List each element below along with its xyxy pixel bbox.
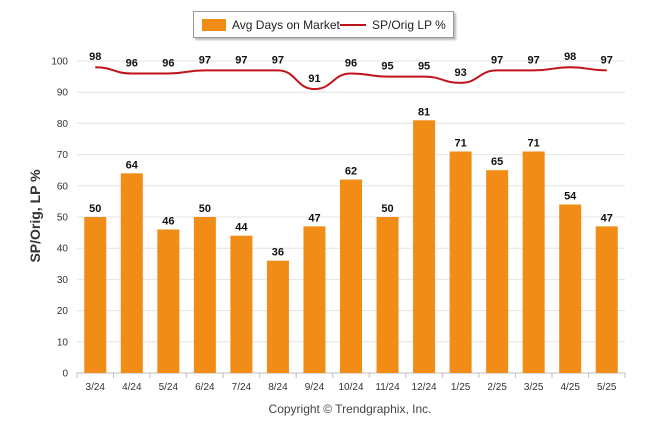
bar bbox=[120, 173, 143, 373]
line-data-label: 95 bbox=[418, 61, 430, 73]
bar bbox=[84, 217, 107, 373]
bar-data-label: 47 bbox=[308, 212, 320, 224]
y-tick-label: 10 bbox=[57, 337, 69, 348]
bar-data-label: 47 bbox=[601, 212, 613, 224]
x-tick-label: 4/25 bbox=[560, 382, 580, 393]
bar bbox=[230, 235, 253, 373]
x-tick-label: 6/24 bbox=[195, 382, 215, 393]
bar bbox=[303, 226, 326, 373]
line-data-label: 97 bbox=[199, 54, 211, 66]
bar-data-label: 64 bbox=[126, 159, 139, 171]
line-data-label: 96 bbox=[345, 57, 357, 69]
y-tick-label: 100 bbox=[51, 57, 68, 68]
legend: Avg Days on Market SP/Orig LP % bbox=[193, 11, 454, 38]
legend-item-sp-orig-lp[interactable]: SP/Orig LP % bbox=[340, 12, 446, 37]
legend-item-days-on-market[interactable]: Avg Days on Market bbox=[202, 12, 340, 37]
bar-data-label: 65 bbox=[491, 156, 503, 168]
bar-data-label: 54 bbox=[564, 191, 577, 203]
series-line-sp-orig-lp bbox=[95, 66, 607, 91]
y-tick-label: 70 bbox=[57, 150, 69, 161]
bar bbox=[595, 226, 618, 373]
bar bbox=[193, 217, 216, 373]
line-data-label: 93 bbox=[454, 67, 466, 79]
line-data-label: 96 bbox=[162, 57, 174, 69]
y-tick-label: 0 bbox=[62, 369, 68, 380]
y-tick-label: 50 bbox=[57, 213, 69, 224]
bar-data-label: 81 bbox=[418, 106, 430, 118]
bar-data-label: 50 bbox=[89, 203, 101, 215]
line-data-label: 97 bbox=[491, 54, 503, 66]
legend-swatch-line bbox=[340, 23, 366, 26]
bar-data-label: 71 bbox=[454, 137, 466, 149]
x-tick-label: 4/24 bbox=[122, 382, 142, 393]
y-tick-label: 40 bbox=[57, 244, 69, 255]
bar bbox=[340, 179, 362, 373]
x-tick-label: 5/25 bbox=[597, 382, 617, 393]
bar bbox=[449, 151, 472, 373]
bar bbox=[266, 260, 289, 373]
line-data-label: 96 bbox=[126, 57, 138, 69]
x-tick-label: 11/24 bbox=[375, 382, 400, 393]
line-data-label: 97 bbox=[272, 54, 284, 66]
bar-data-label: 36 bbox=[272, 247, 284, 259]
x-tick-label: 10/24 bbox=[338, 382, 363, 393]
x-tick-label: 9/24 bbox=[305, 382, 325, 393]
legend-label-days-on-market: Avg Days on Market bbox=[232, 17, 340, 32]
bar-data-label: 71 bbox=[528, 137, 540, 149]
x-tick-label: 3/25 bbox=[524, 382, 544, 393]
line-data-label: 91 bbox=[308, 73, 320, 85]
y-tick-label: 30 bbox=[57, 275, 69, 286]
x-tick-label: 12/24 bbox=[412, 382, 437, 393]
copyright-text: Copyright © Trendgraphix, Inc. bbox=[268, 402, 432, 416]
bar bbox=[559, 204, 582, 373]
bar-data-label: 50 bbox=[381, 203, 393, 215]
bar-data-label: 62 bbox=[345, 166, 357, 178]
y-tick-label: 60 bbox=[57, 181, 69, 192]
legend-label-sp-orig-lp: SP/Orig LP % bbox=[372, 17, 446, 32]
line-data-label: 95 bbox=[381, 61, 393, 73]
line-data-label: 98 bbox=[89, 51, 101, 63]
bar bbox=[522, 151, 545, 373]
y-tick-label: 80 bbox=[57, 119, 69, 130]
x-tick-label: 5/24 bbox=[159, 382, 179, 393]
bar bbox=[157, 229, 180, 373]
bar-data-label: 50 bbox=[199, 203, 211, 215]
line-data-label: 98 bbox=[564, 51, 576, 63]
legend-swatch-bar bbox=[202, 18, 226, 31]
line-data-label: 97 bbox=[601, 54, 613, 66]
y-tick-label: 90 bbox=[57, 88, 69, 99]
x-tick-label: 7/24 bbox=[232, 382, 252, 393]
bar-data-label: 46 bbox=[162, 215, 174, 227]
y-tick-label: 20 bbox=[57, 306, 69, 317]
bar-data-label: 44 bbox=[235, 222, 248, 234]
bar bbox=[413, 120, 436, 373]
x-tick-label: 2/25 bbox=[487, 382, 507, 393]
bar bbox=[376, 217, 399, 373]
bar bbox=[486, 170, 509, 373]
x-tick-label: 1/25 bbox=[451, 382, 471, 393]
line-data-label: 97 bbox=[528, 54, 540, 66]
x-tick-label: 3/24 bbox=[86, 382, 106, 393]
line-data-label: 97 bbox=[235, 54, 247, 66]
x-tick-label: 8/24 bbox=[268, 382, 288, 393]
